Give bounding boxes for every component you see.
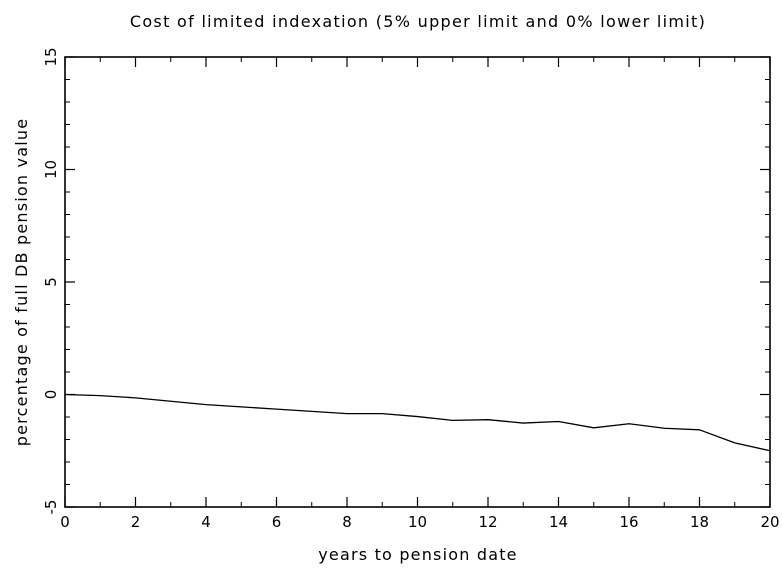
x-tick-label: 6 (272, 513, 282, 531)
x-tick-label: 4 (201, 513, 211, 531)
x-axis-ticks: 0 2 4 6 8 10 12 14 16 18 20 (60, 57, 780, 531)
x-tick-label: 12 (478, 513, 497, 531)
y-tick-label: 5 (42, 277, 60, 287)
x-tick-label: 16 (619, 513, 638, 531)
x-axis-label: years to pension date (318, 545, 517, 564)
y-tick-label: -5 (42, 500, 60, 515)
chart-title: Cost of limited indexation (5% upper lim… (130, 12, 706, 31)
x-tick-label: 10 (408, 513, 427, 531)
y-axis-ticks: -5 0 5 10 15 (42, 47, 770, 514)
y-tick-label: 0 (42, 390, 60, 400)
x-tick-label: 0 (60, 513, 70, 531)
x-tick-label: 18 (690, 513, 709, 531)
y-tick-label: 15 (42, 47, 60, 66)
plot-frame (64, 56, 771, 508)
x-tick-label: 20 (760, 513, 779, 531)
x-tick-label: 2 (131, 513, 141, 531)
y-tick-label: 10 (42, 160, 60, 179)
series-line (64, 393, 771, 452)
y-axis-label: percentage of full DB pension value (12, 118, 31, 446)
x-tick-label: 14 (549, 513, 568, 531)
series-layer (64, 393, 771, 452)
x-tick-label: 8 (342, 513, 352, 531)
